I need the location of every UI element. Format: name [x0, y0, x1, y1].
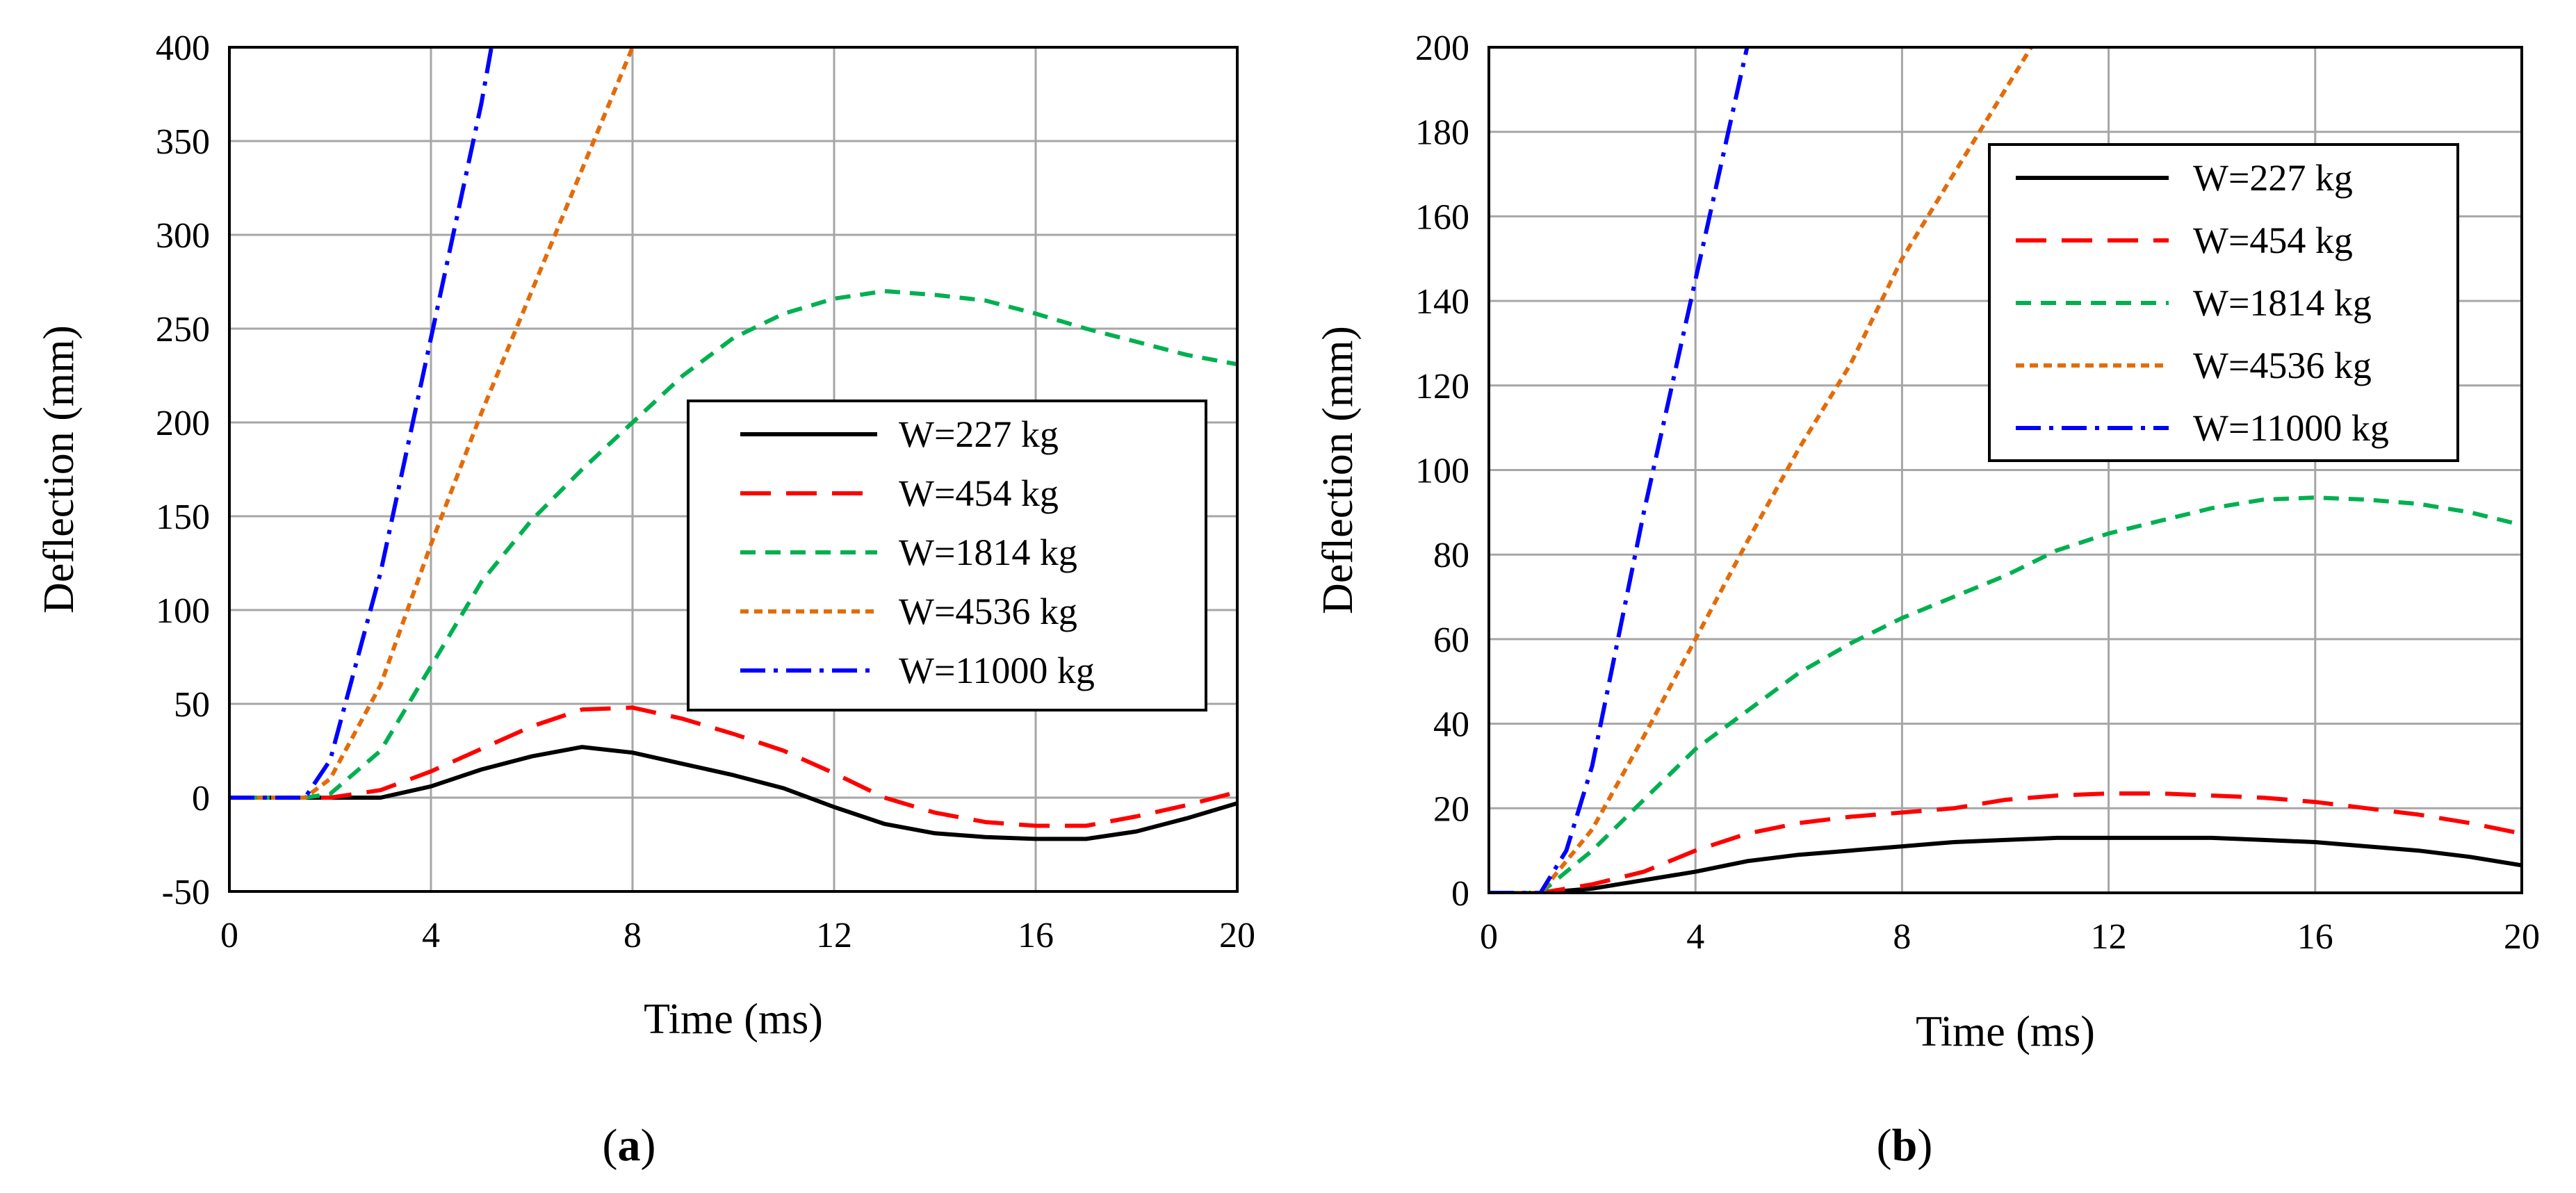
legend-label: W=4536 kg	[899, 591, 1077, 632]
y-tick-label: 100	[156, 591, 210, 631]
panel-label-close: )	[1917, 1120, 1932, 1171]
y-tick-label: 0	[192, 779, 210, 818]
x-tick-label: 16	[1018, 916, 1054, 955]
x-tick-label: 20	[1219, 916, 1255, 955]
x-tick-label: 0	[1480, 917, 1498, 957]
legend-label: W=454 kg	[2193, 220, 2353, 261]
x-tick-label: 8	[623, 916, 642, 955]
legend-label: W=1814 kg	[899, 532, 1077, 573]
series-line-5	[1489, 47, 1750, 893]
x-axis-title: Time (ms)	[644, 996, 823, 1043]
panel-label: (b)	[1877, 1120, 1933, 1171]
plot-frame	[228, 46, 1239, 893]
y-tick-label: 200	[156, 404, 210, 443]
y-tick-label: 180	[1415, 113, 1469, 153]
x-tick-label: 4	[422, 916, 440, 955]
y-tick-label: 350	[156, 122, 210, 162]
x-tick-label: 12	[816, 916, 852, 955]
y-tick-label: 300	[156, 216, 210, 256]
y-tick-label: 150	[156, 497, 210, 537]
series-line-5	[229, 47, 494, 800]
panel-label-close: )	[641, 1120, 656, 1171]
x-tick-label: 8	[1893, 917, 1911, 957]
y-tick-label: 20	[1433, 789, 1469, 829]
legend-label: W=11000 kg	[2193, 407, 2389, 449]
panel-b: 0 20 40 60 80 100 120 140 160 180 200 0 4 8 12 16 20 Time…	[1314, 28, 2540, 1171]
panel-label: (a)	[603, 1120, 656, 1171]
x-tick-label: 4	[1686, 917, 1704, 957]
y-tick-label: 100	[1415, 452, 1469, 491]
x-tick-label: 12	[2091, 917, 2127, 957]
plot-frame	[1487, 46, 2523, 894]
panel-label-open: (	[1877, 1120, 1892, 1171]
y-tick-label: -50	[162, 873, 210, 912]
y-tick-label: 400	[156, 28, 210, 68]
panel-label-letter: b	[1892, 1120, 1918, 1171]
series-line-1	[229, 745, 1237, 841]
y-tick-label: 250	[156, 310, 210, 349]
legend-label: W=1814 kg	[2193, 282, 2372, 324]
y-tick-label: 140	[1415, 282, 1469, 322]
series-line-4	[229, 47, 635, 800]
series-line-2	[229, 705, 1237, 828]
y-tick-label: 160	[1415, 197, 1469, 237]
legend-label: W=4536 kg	[2193, 345, 2372, 386]
y-tick-label: 40	[1433, 705, 1469, 745]
y-tick-label: 80	[1433, 536, 1469, 575]
legend-label: W=227 kg	[2193, 157, 2353, 199]
legend-box	[687, 400, 1207, 711]
x-tick-label: 0	[220, 916, 238, 955]
panel-label-letter: a	[618, 1120, 641, 1171]
panel-a: -50 0 50 100 150 200 250 300 350 400 0 4 8 12 16 20 Time…	[35, 28, 1255, 1171]
series-line-3	[229, 289, 1237, 800]
series-group	[1489, 47, 2522, 893]
y-tick-label: 200	[1415, 28, 1469, 68]
legend-label: W=11000 kg	[899, 650, 1095, 691]
legend-label: W=454 kg	[899, 472, 1059, 514]
x-axis-title: Time (ms)	[1916, 1008, 2095, 1055]
panel-label-open: (	[603, 1120, 618, 1171]
series-line-1	[1489, 835, 2522, 893]
series-line-3	[1489, 495, 2522, 893]
y-tick-label: 60	[1433, 620, 1469, 660]
y-tick-label: 0	[1451, 874, 1469, 914]
x-tick-label: 20	[2504, 917, 2540, 957]
series-group	[229, 47, 1237, 841]
y-tick-label: 50	[174, 685, 210, 725]
x-tick-label: 16	[2297, 917, 2333, 957]
series-line-2	[1489, 791, 2522, 893]
y-axis-title: Deflection (mm)	[1314, 326, 1362, 614]
legend: W=227 kg W=454 kg W=1814 kg W=4536 kg W=1100…	[687, 400, 1207, 711]
y-tick-label: 120	[1415, 367, 1469, 406]
legend: W=227 kg W=454 kg W=1814 kg W=4536 kg W=1100…	[1988, 143, 2459, 462]
y-axis-title: Deflection (mm)	[35, 325, 83, 614]
legend-label: W=227 kg	[899, 413, 1059, 455]
